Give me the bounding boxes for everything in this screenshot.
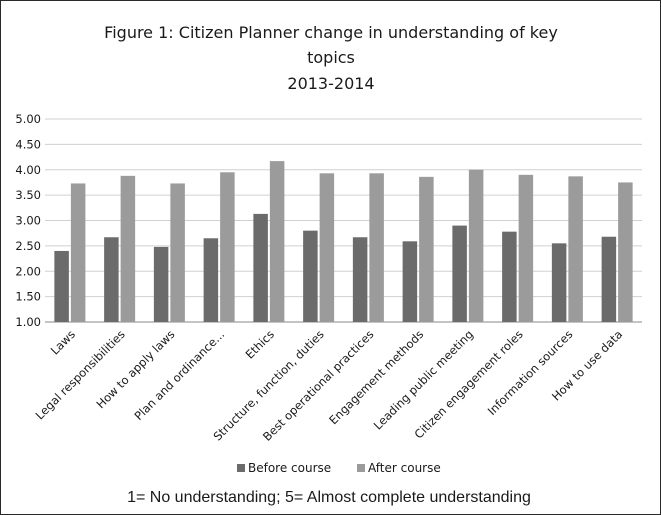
chart-title-line: topics: [307, 48, 355, 67]
y-tick-label: 2.00: [15, 264, 41, 278]
bar-after: [369, 173, 384, 322]
chart-title-line: 2013-2014: [287, 74, 374, 93]
legend-swatch: [357, 464, 365, 472]
y-tick-label: 1.00: [15, 315, 41, 329]
y-tick-label: 3.50: [15, 188, 41, 202]
legend: Before course After course: [237, 461, 441, 475]
x-tick-label: Plan and ordinance...: [131, 327, 227, 423]
bar-before: [402, 241, 418, 322]
y-tick-label: 4.50: [15, 137, 41, 151]
bar-after: [120, 175, 136, 322]
y-tick-label: 3.00: [15, 214, 41, 228]
scale-note: 1= No understanding; 5= Almost complete …: [127, 489, 531, 506]
legend-label: Before course: [248, 461, 331, 475]
bar-before: [352, 237, 368, 322]
bar-before: [153, 246, 169, 322]
y-tick-label: 4.00: [15, 163, 41, 177]
y-tick-label: 5.00: [15, 112, 41, 126]
chart-title-line: Figure 1: Citizen Planner change in unde…: [104, 23, 558, 42]
legend-swatch: [237, 464, 245, 472]
bar-after: [220, 172, 235, 322]
bar-before: [502, 231, 517, 322]
bar-after: [170, 183, 185, 322]
bar-after: [70, 183, 86, 322]
y-tick-label: 1.50: [15, 290, 41, 304]
bar-after: [419, 176, 434, 322]
bar-before: [601, 236, 617, 322]
x-tick-label: Laws: [48, 327, 78, 357]
y-axis-ticks: 1.00 1.50 2.00 2.50 3.00 3.50 4.00 4.50 5.00: [15, 112, 41, 329]
x-tick-label: Leading public meeting: [371, 327, 476, 432]
bar-before: [203, 238, 219, 322]
x-tick-label: Legal responsibilities: [33, 327, 128, 422]
bar-before: [253, 213, 268, 322]
bar-after: [468, 169, 484, 322]
bar-after: [568, 176, 583, 322]
y-tick-label: 2.50: [15, 239, 41, 253]
bar-after: [618, 182, 633, 322]
x-tick-label: Engagement methods: [326, 327, 426, 427]
gridlines: [45, 118, 642, 323]
bar-after: [319, 173, 335, 322]
x-tick-label: Information sources: [485, 327, 576, 418]
chart-title: Figure 1: Citizen Planner change in unde…: [104, 23, 558, 93]
bar-after: [269, 161, 285, 322]
bars: [54, 161, 633, 322]
x-tick-label: Ethics: [243, 327, 277, 361]
bar-before: [303, 230, 318, 322]
bar-before: [54, 250, 69, 322]
bar-after: [518, 174, 534, 322]
bar-before: [452, 225, 467, 322]
bar-before: [104, 237, 119, 322]
legend-label: After course: [368, 461, 441, 475]
bar-before: [551, 243, 567, 322]
